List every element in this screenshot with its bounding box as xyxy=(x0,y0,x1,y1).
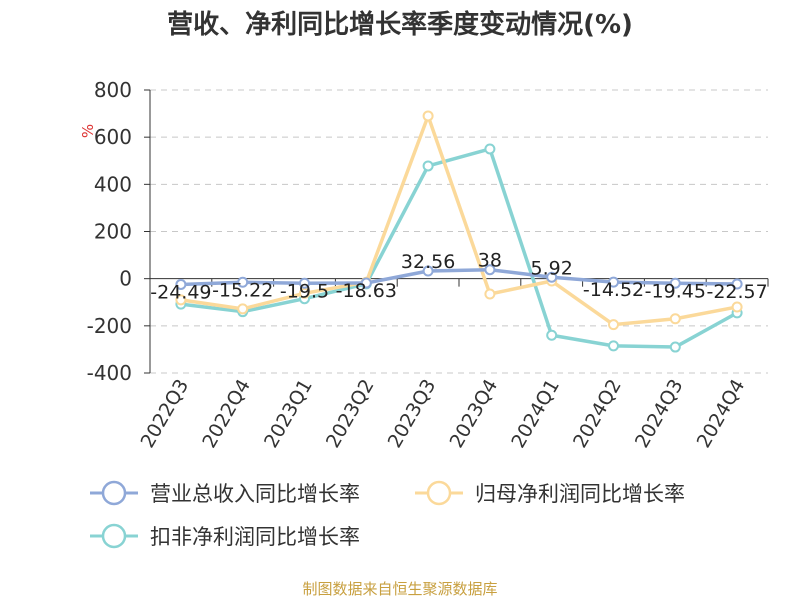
data-point[interactable] xyxy=(484,288,496,300)
y-tick-label: 400 xyxy=(94,172,132,196)
data-point[interactable] xyxy=(175,294,187,306)
legend-item[interactable]: 营业总收入同比增长率 xyxy=(90,480,360,506)
data-point[interactable] xyxy=(484,143,496,155)
data-point[interactable] xyxy=(669,341,681,353)
data-point[interactable] xyxy=(360,277,372,289)
data-point[interactable] xyxy=(422,110,434,122)
grid xyxy=(150,89,768,374)
data-point[interactable] xyxy=(546,271,558,283)
legend-item[interactable]: 扣非净利润同比增长率 xyxy=(90,523,360,549)
data-point[interactable] xyxy=(422,160,434,172)
y-tick-label: 0 xyxy=(119,267,132,291)
x-tick-label: 2023Q1 xyxy=(260,376,317,452)
series-lines xyxy=(175,110,743,353)
y-axis-unit: % xyxy=(79,124,97,138)
data-point[interactable] xyxy=(237,303,249,315)
data-label: 32.56 xyxy=(401,251,455,273)
legend-marker xyxy=(426,480,452,506)
data-label: 5.92 xyxy=(531,257,573,279)
data-point[interactable] xyxy=(731,278,743,290)
data-label: -24.49 xyxy=(150,281,211,303)
data-point[interactable] xyxy=(608,340,619,352)
y-tick-label: -400 xyxy=(87,361,132,385)
series-line xyxy=(180,267,738,287)
x-tick-label: 2024Q3 xyxy=(631,376,688,452)
legend-marker xyxy=(101,480,127,506)
y-tick-label: 600 xyxy=(94,125,132,149)
data-label: -19.45 xyxy=(645,280,706,302)
data-label: -19.5 xyxy=(280,280,329,302)
x-tick-label: 2024Q4 xyxy=(693,376,750,452)
data-label: -15.22 xyxy=(212,279,273,301)
data-point[interactable] xyxy=(484,264,496,276)
legend-marker xyxy=(101,523,127,549)
data-point[interactable] xyxy=(237,276,249,288)
legend-label: 扣非净利润同比增长率 xyxy=(150,525,360,549)
data-label: -14.52 xyxy=(583,279,644,301)
data-point[interactable] xyxy=(546,329,558,341)
data-point[interactable] xyxy=(608,276,619,288)
x-tick-label: 2022Q3 xyxy=(136,376,193,452)
data-point[interactable] xyxy=(175,278,187,290)
data-label: 38 xyxy=(478,250,502,272)
data-label: -18.63 xyxy=(336,280,397,302)
data-point[interactable] xyxy=(731,301,743,313)
data-point[interactable] xyxy=(669,313,681,325)
chart-title: 营收、净利同比增长率季度变动情况(%) xyxy=(167,9,633,40)
data-point[interactable] xyxy=(422,265,434,277)
y-tick-label: -200 xyxy=(87,314,132,338)
x-tick-label: 2023Q4 xyxy=(445,376,502,452)
legend-label: 归母净利润同比增长率 xyxy=(475,482,685,506)
y-tick-label: 200 xyxy=(94,220,132,244)
source-note: 制图数据来自恒生聚源数据库 xyxy=(302,580,497,598)
data-point[interactable] xyxy=(669,277,681,289)
legend-label: 营业总收入同比增长率 xyxy=(150,482,360,506)
legend-item[interactable]: 归母净利润同比增长率 xyxy=(415,480,685,506)
series-line xyxy=(180,114,738,327)
data-point[interactable] xyxy=(299,287,310,299)
data-label: -22.57 xyxy=(706,281,767,303)
y-tick-label: 800 xyxy=(94,78,132,102)
x-tick-label: 2024Q1 xyxy=(507,376,564,452)
x-tick-label: 2024Q2 xyxy=(569,376,626,452)
data-point[interactable] xyxy=(608,319,619,331)
x-tick-label: 2022Q4 xyxy=(198,376,255,452)
x-tick-label: 2023Q2 xyxy=(322,376,379,452)
data-point[interactable] xyxy=(299,277,310,289)
series-line xyxy=(180,147,738,349)
x-tick-label: 2023Q3 xyxy=(384,376,441,452)
